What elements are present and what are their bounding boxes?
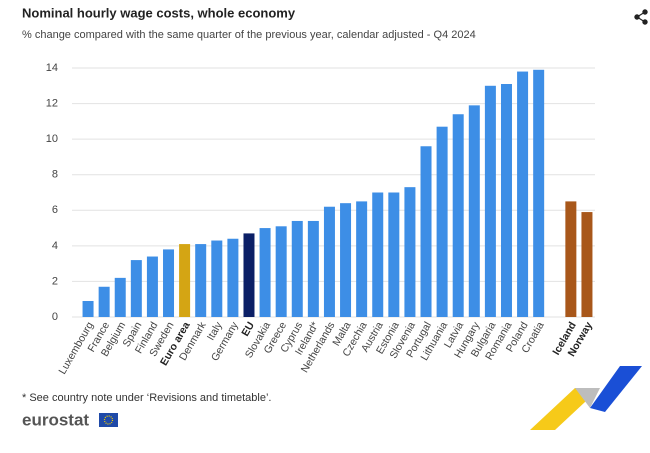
footnote: * See country note under ‘Revisions and … <box>22 392 271 404</box>
chart-subtitle: % change compared with the same quarter … <box>22 29 476 41</box>
bar <box>372 192 384 317</box>
bar <box>98 286 110 317</box>
bar <box>533 69 545 318</box>
bar <box>565 201 577 317</box>
bar <box>436 126 448 317</box>
bar <box>500 84 512 317</box>
bar <box>146 256 158 317</box>
bar <box>130 260 142 317</box>
bar <box>179 244 191 317</box>
bar <box>340 203 352 317</box>
bar <box>291 220 303 317</box>
bar <box>211 240 223 317</box>
y-tick-label: 0 <box>52 311 58 323</box>
decoration <box>530 366 642 430</box>
y-tick-label: 12 <box>46 97 58 109</box>
bar <box>82 300 94 317</box>
bar <box>163 249 175 317</box>
bar <box>388 192 400 317</box>
bar <box>468 105 480 317</box>
logo-text: eurostat <box>22 410 89 429</box>
bar <box>420 146 432 317</box>
y-tick-label: 4 <box>52 240 58 252</box>
bar <box>259 228 271 317</box>
eu-flag <box>99 413 118 427</box>
bar <box>581 212 593 317</box>
bar <box>484 85 496 318</box>
y-tick-label: 10 <box>46 133 58 145</box>
y-tick-label: 2 <box>52 275 58 287</box>
y-tick-label: 6 <box>52 204 58 216</box>
y-tick-label: 14 <box>46 62 58 74</box>
bar <box>227 238 239 317</box>
bar <box>323 206 335 317</box>
bar <box>517 71 529 317</box>
bar <box>452 114 464 317</box>
bar <box>404 187 416 317</box>
share-icon[interactable] <box>634 9 648 25</box>
bar <box>114 277 126 317</box>
bar <box>243 233 255 317</box>
bar <box>195 244 207 317</box>
bar <box>275 226 287 317</box>
bar <box>307 220 319 317</box>
chart-title: Nominal hourly wage costs, whole economy <box>22 5 296 20</box>
bar <box>356 201 368 317</box>
y-tick-label: 8 <box>52 169 58 181</box>
